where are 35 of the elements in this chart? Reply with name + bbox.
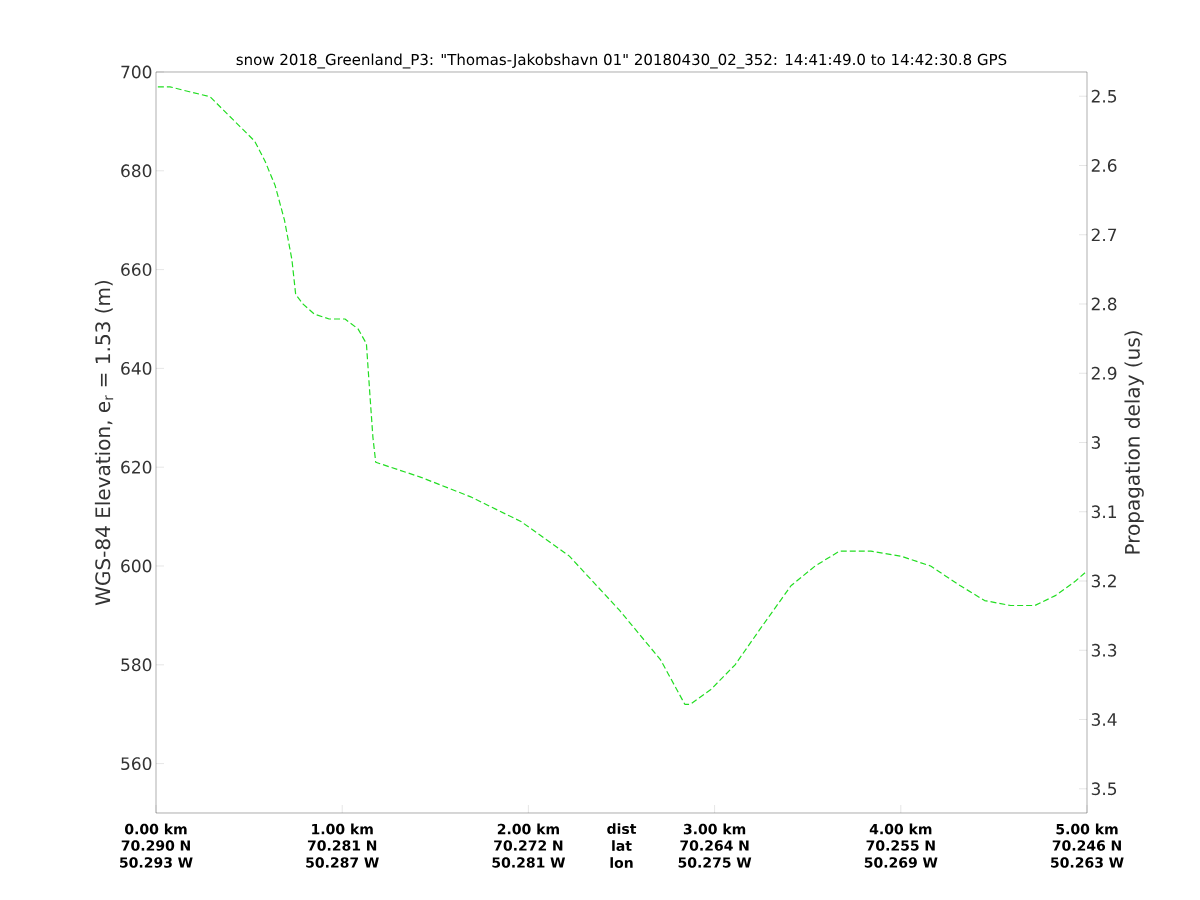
x-tick-label: 1.00 km <box>312 823 373 835</box>
y2-tick-label: 3.2 <box>1091 574 1116 588</box>
y-tick-label: 580 <box>121 658 152 672</box>
y2-tick-label: 3.5 <box>1091 782 1117 796</box>
y2-tick-label: 2.7 <box>1091 228 1117 242</box>
y2-tick-label: 3.3 <box>1091 643 1117 657</box>
y2-tick-label: 3.1 <box>1091 505 1117 519</box>
y2-axis-title: Propagation delay (us) <box>1124 331 1144 554</box>
text: 70.255 N 50.269 W <box>864 840 938 868</box>
y2-tick-label: 2.5 <box>1091 89 1117 103</box>
y-tick-label: 660 <box>121 263 152 277</box>
text: 70.246 N 50.263 W <box>1051 840 1124 868</box>
chart-title: snow 2018_Greenland_P3: "Thomas-Jakobshavn 01" 20180430_02_352: 14:41:49.0 to 14:42:30.8 GPS <box>236 53 1007 69</box>
text: 70.264 N 50.275 W <box>678 840 752 868</box>
y2-tick-label: 2.8 <box>1091 297 1117 311</box>
y2-tick-label: 2.6 <box>1091 159 1117 172</box>
y2-tick-label: 2.9 <box>1091 366 1117 380</box>
x-tick-label: 0.00 km <box>125 823 187 835</box>
y-tick-label: 620 <box>121 460 152 474</box>
x-tick-label: 3.00 km <box>683 823 746 835</box>
text: 70.281 N 50.287 W <box>306 840 379 868</box>
y-tick-label: 600 <box>121 559 152 573</box>
y-tick-label: 560 <box>121 757 152 771</box>
y-tick-label: 680 <box>121 164 152 178</box>
y2-tick-label: 3.4 <box>1091 713 1117 726</box>
x-tick-label: 4.00 km <box>869 823 932 835</box>
text: 70.272 N 50.281 W <box>492 840 566 868</box>
y-tick-label: 700 <box>121 65 152 79</box>
x-tick-label: 2.00 km <box>497 823 559 835</box>
text: dist lat lon <box>607 823 637 869</box>
y2-tick-label: 3 <box>1091 436 1100 449</box>
x-tick-label: 5.00 km <box>1056 823 1118 835</box>
y-tick-label: 640 <box>121 361 152 375</box>
text: 70.290 N 50.293 W <box>120 840 193 868</box>
y-axis-title: WGS-84 Elevation, e$_{r}$ = 1.53 (m) <box>94 280 114 606</box>
